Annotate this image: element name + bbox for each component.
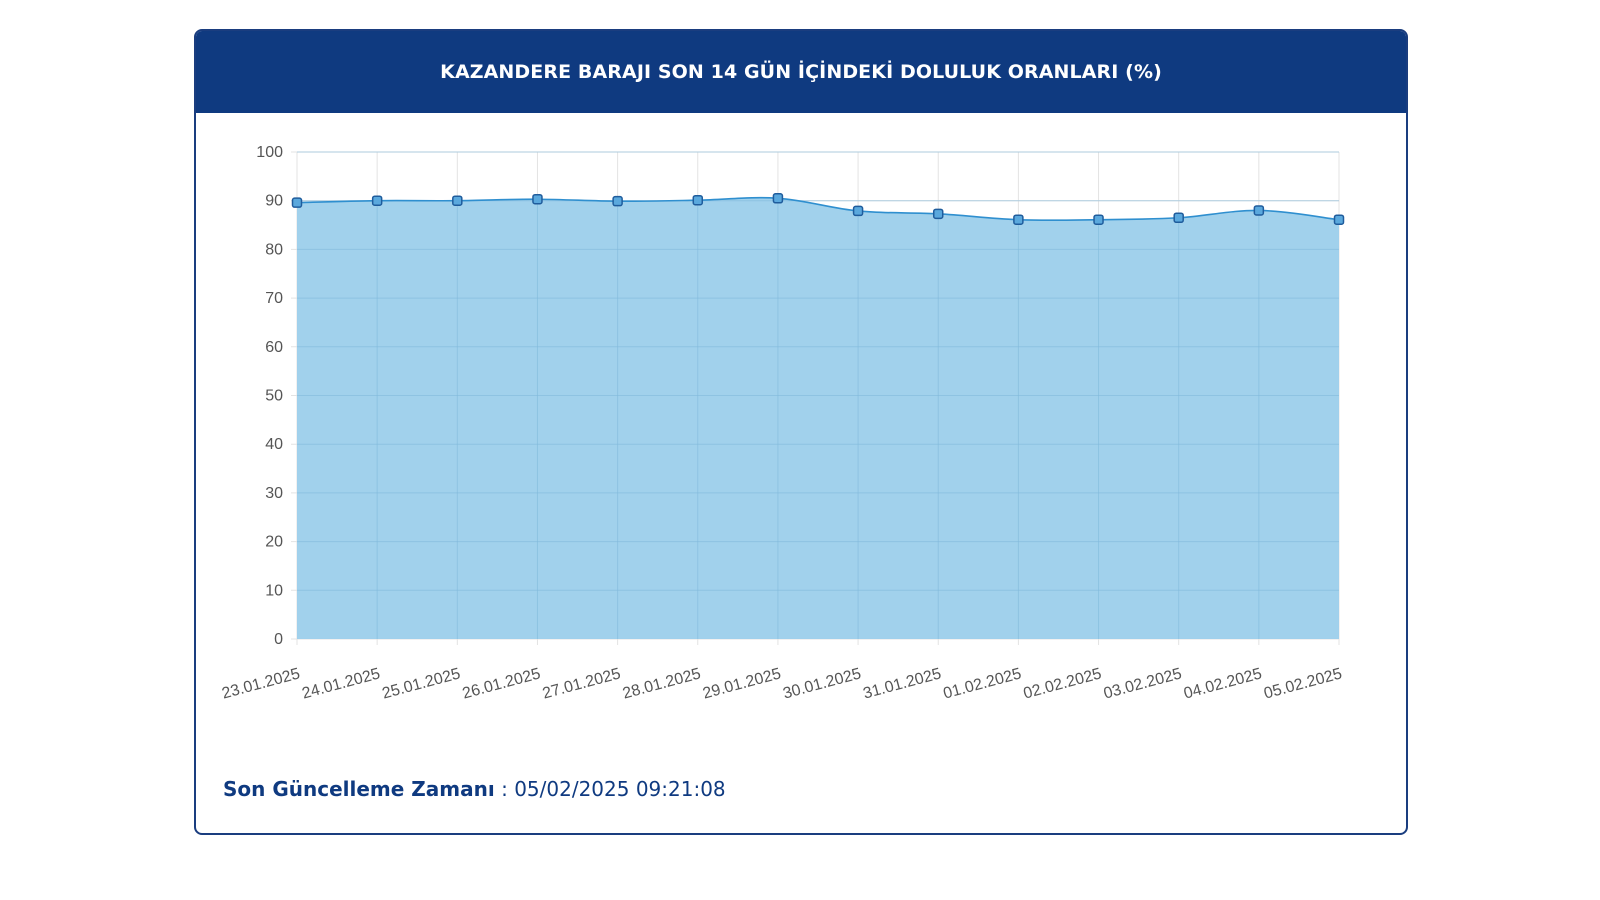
x-tick-label: 29.01.2025 — [701, 665, 783, 702]
x-tick-label: 02.02.2025 — [1022, 665, 1104, 702]
data-point — [452, 195, 463, 206]
last-update-separator: : — [494, 777, 515, 801]
x-tick-label: 03.02.2025 — [1102, 665, 1184, 702]
y-tick-label: 60 — [265, 339, 283, 356]
chart-title: KAZANDERE BARAJI SON 14 GÜN İÇİNDEKİ DOL… — [440, 61, 1162, 83]
last-update-line: Son Güncelleme Zamanı : 05/02/2025 09:21… — [223, 777, 726, 801]
y-tick-label: 100 — [256, 144, 283, 161]
x-tick-label: 26.01.2025 — [461, 665, 543, 702]
x-tick-label: 25.01.2025 — [380, 665, 462, 702]
x-tick-label: 23.01.2025 — [220, 665, 302, 702]
y-tick-label: 10 — [265, 582, 283, 599]
y-tick-label: 0 — [274, 631, 283, 648]
y-tick-label: 20 — [265, 534, 283, 551]
data-point — [932, 208, 944, 220]
card-header: KAZANDERE BARAJI SON 14 GÜN İÇİNDEKİ DOL… — [196, 31, 1406, 113]
x-tick-label: 30.01.2025 — [781, 665, 863, 702]
data-point — [1173, 212, 1184, 223]
y-tick-label: 70 — [265, 290, 283, 307]
x-tick-label: 27.01.2025 — [541, 665, 623, 702]
y-tick-label: 90 — [265, 193, 283, 210]
series-area — [297, 197, 1339, 639]
chart-card: KAZANDERE BARAJI SON 14 GÜN İÇİNDEKİ DOL… — [194, 29, 1408, 835]
x-tick-label: 04.02.2025 — [1182, 665, 1264, 702]
fill-rate-chart: 0 10 20 30 40 50 60 70 80 90 100 23.01.202524.01.20… — [220, 144, 1345, 703]
x-tick-label: 05.02.2025 — [1262, 665, 1344, 702]
last-update-value: 05/02/2025 09:21:08 — [514, 777, 726, 801]
data-point — [532, 193, 543, 205]
x-tick-label: 31.01.2025 — [861, 665, 943, 702]
data-point — [1253, 205, 1265, 216]
data-point — [612, 195, 623, 207]
last-update-label: Son Güncelleme Zamanı — [223, 777, 495, 801]
x-tick-label: 28.01.2025 — [621, 665, 703, 702]
y-tick-label: 30 — [265, 485, 283, 502]
x-tick-label: 24.01.2025 — [300, 665, 382, 702]
series-line — [296, 196, 1340, 222]
data-point — [852, 205, 864, 217]
y-tick-label: 80 — [265, 241, 283, 258]
data-point — [1093, 214, 1104, 225]
x-tick-label: 01.02.2025 — [942, 665, 1024, 702]
data-point — [371, 195, 383, 206]
data-point — [1333, 214, 1345, 225]
data-point — [1013, 214, 1024, 225]
data-point — [772, 193, 784, 204]
y-tick-label: 40 — [265, 436, 283, 453]
data-point — [291, 197, 303, 208]
data-point — [692, 194, 704, 206]
y-tick-label: 50 — [265, 388, 283, 405]
